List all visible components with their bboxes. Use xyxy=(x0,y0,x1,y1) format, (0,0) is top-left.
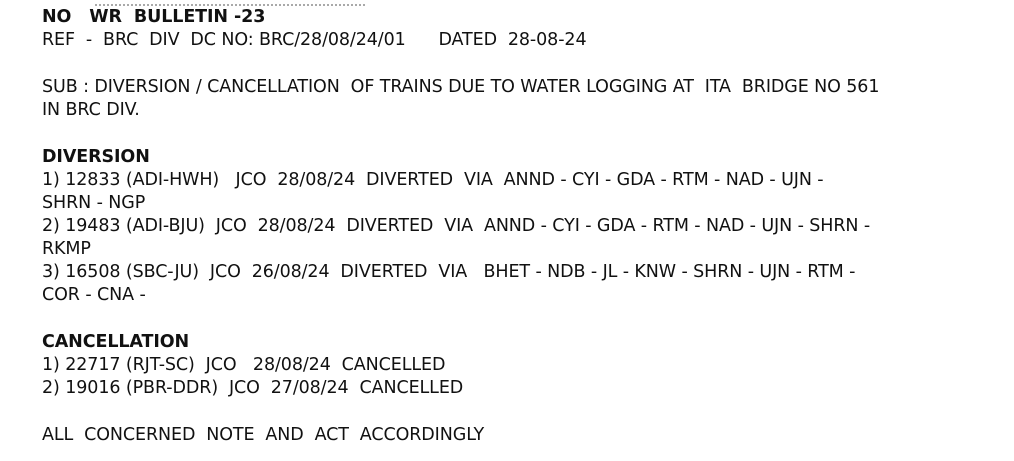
subject-line-2: IN BRC DIV. xyxy=(42,100,140,120)
diversion-line: COR - CNA - xyxy=(42,285,146,305)
diversion-line: SHRN - NGP xyxy=(42,193,146,213)
reference-line: REF - BRC DIV DC NO: BRC/28/08/24/01 DAT… xyxy=(42,30,587,50)
diversion-heading: DIVERSION xyxy=(42,147,150,167)
diversion-line: RKMP xyxy=(42,239,91,259)
cancellation-line: 1) 22717 (RJT-SC) JCO 28/08/24 CANCELLED xyxy=(42,355,446,375)
diversion-line: 1) 12833 (ADI-HWH) JCO 28/08/24 DIVERTED… xyxy=(42,170,824,190)
cancellation-line: 2) 19016 (PBR-DDR) JCO 27/08/24 CANCELLE… xyxy=(42,378,464,398)
cancellation-heading: CANCELLATION xyxy=(42,332,190,352)
diversion-line: 2) 19483 (ADI-BJU) JCO 28/08/24 DIVERTED… xyxy=(42,216,871,236)
cropped-previous-line xyxy=(95,0,365,6)
bulletin-title: NO WR BULLETIN -23 xyxy=(42,7,266,27)
footer-note: ALL CONCERNED NOTE AND ACT ACCORDINGLY xyxy=(42,425,485,445)
diversion-line: 3) 16508 (SBC-JU) JCO 26/08/24 DIVERTED … xyxy=(42,262,856,282)
subject-line-1: SUB : DIVERSION / CANCELLATION OF TRAINS… xyxy=(42,77,880,97)
